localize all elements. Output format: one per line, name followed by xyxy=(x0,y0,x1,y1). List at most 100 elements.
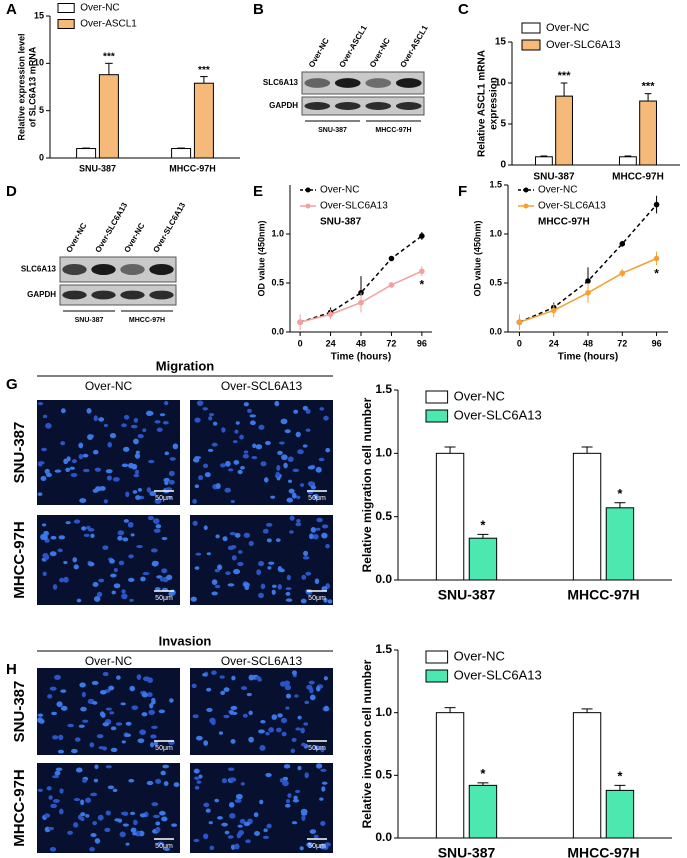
nucleus xyxy=(169,457,176,461)
panel-letter: E xyxy=(253,183,263,200)
nucleus xyxy=(286,574,291,581)
nucleus xyxy=(283,462,288,469)
nucleus xyxy=(325,447,331,453)
nucleus xyxy=(234,798,242,803)
nucleus xyxy=(172,443,179,450)
nucleus xyxy=(63,576,69,583)
nucleus xyxy=(266,823,272,829)
bar xyxy=(605,507,635,581)
x-tick-label: 72 xyxy=(386,338,396,348)
nucleus xyxy=(129,598,134,602)
point xyxy=(388,255,395,262)
nucleus xyxy=(243,532,251,538)
nucleus xyxy=(155,524,162,529)
nucleus xyxy=(194,776,200,780)
y-tick-label: 0.0 xyxy=(375,572,392,586)
nucleus xyxy=(155,778,162,784)
nucleus xyxy=(291,737,297,742)
nucleus xyxy=(208,413,215,417)
nucleus xyxy=(43,530,49,536)
nucleus xyxy=(161,816,168,822)
nucleus xyxy=(271,589,276,595)
nucleus xyxy=(168,470,175,477)
nucleus xyxy=(277,713,283,718)
nucleus xyxy=(301,574,307,580)
nucleus xyxy=(171,823,178,827)
nucleus xyxy=(249,414,256,418)
x-tick-label: 96 xyxy=(652,338,662,348)
nucleus xyxy=(98,417,105,422)
column-label: Over-NC xyxy=(85,379,133,393)
nucleus xyxy=(110,726,117,731)
blot-band xyxy=(304,78,331,88)
scale-label: 50μm xyxy=(155,843,173,850)
nucleus xyxy=(54,469,62,473)
nucleus xyxy=(231,675,236,681)
bar xyxy=(619,156,637,166)
nucleus xyxy=(224,830,230,835)
nucleus xyxy=(122,811,129,816)
nucleus xyxy=(40,475,47,482)
nucleus xyxy=(230,545,237,549)
nucleus xyxy=(109,711,115,715)
nucleus xyxy=(286,497,294,503)
nucleus xyxy=(276,727,282,733)
nucleus xyxy=(111,590,116,595)
row-label: MHCC-97H xyxy=(11,769,28,847)
legend-label: Over-ASCL1 xyxy=(80,19,137,30)
nucleus xyxy=(224,487,232,493)
nucleus xyxy=(72,557,78,563)
nucleus xyxy=(54,770,61,776)
nucleus xyxy=(279,778,284,783)
nucleus xyxy=(192,520,198,526)
row-label: SNU-387 xyxy=(11,681,28,743)
blot-band xyxy=(395,78,422,88)
group-label: SNU-387 xyxy=(75,317,104,324)
nucleus xyxy=(290,748,296,754)
nucleus xyxy=(87,527,95,532)
nucleus xyxy=(163,781,169,786)
legend-swatch xyxy=(57,19,75,29)
nucleus xyxy=(102,545,109,550)
nucleus xyxy=(132,490,138,494)
nucleus xyxy=(47,694,53,699)
nucleus xyxy=(110,747,118,753)
bar xyxy=(435,712,465,839)
nucleus xyxy=(99,711,105,717)
x-tick-label: MHCC-97H xyxy=(612,172,664,183)
nucleus xyxy=(194,484,200,489)
nucleus xyxy=(153,741,159,746)
bar xyxy=(193,82,214,159)
nucleus xyxy=(151,699,156,705)
nucleus xyxy=(255,444,263,450)
x-axis-label: Time (hours) xyxy=(331,352,391,363)
point xyxy=(419,268,425,275)
nucleus xyxy=(313,493,319,500)
nucleus xyxy=(37,461,45,465)
nucleus xyxy=(258,560,265,567)
nucleus xyxy=(281,731,287,737)
nucleus xyxy=(134,453,141,459)
nucleus xyxy=(136,674,142,680)
nucleus xyxy=(206,707,213,712)
nucleus xyxy=(293,409,299,414)
nucleus xyxy=(113,583,121,589)
nucleus xyxy=(123,414,130,420)
nucleus xyxy=(245,839,251,844)
point xyxy=(619,270,626,277)
nucleus xyxy=(164,847,170,851)
nucleus xyxy=(277,566,282,572)
legend-label: Over-NC xyxy=(454,388,505,403)
nucleus xyxy=(102,671,109,677)
nucleus xyxy=(93,415,98,422)
y-tick-label: 5 xyxy=(39,105,44,115)
nucleus xyxy=(52,584,58,590)
nucleus xyxy=(58,808,64,815)
scale-label: 50μm xyxy=(308,843,326,850)
blot-strip xyxy=(59,284,177,306)
nucleus xyxy=(202,463,209,468)
nucleus xyxy=(102,722,110,727)
nucleus xyxy=(58,535,66,540)
nucleus xyxy=(134,469,140,475)
nucleus xyxy=(49,686,57,691)
